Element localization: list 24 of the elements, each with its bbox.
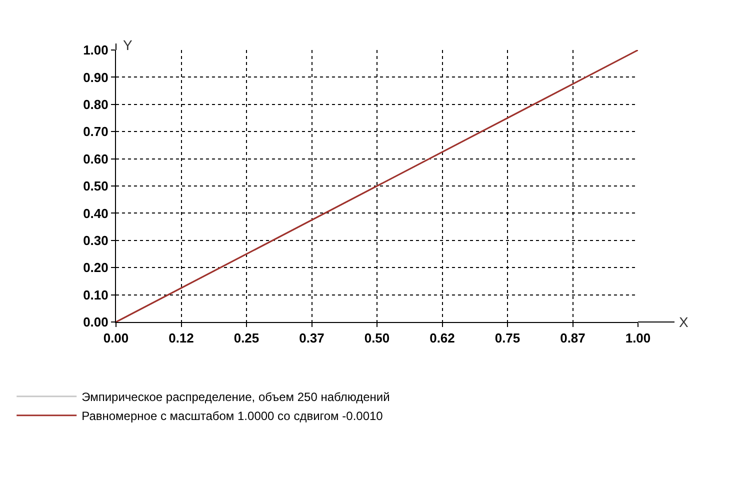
legend-label: Равномерное с масштабом 1.0000 со сдвигом -0.0010: [82, 409, 384, 424]
x-tick-label: 0.00: [103, 330, 129, 346]
x-tick-label: 0.87: [560, 330, 586, 346]
x-tick-label: 1.00: [625, 330, 651, 346]
y-tick-label: 1.00: [83, 42, 108, 58]
y-tick-label: 0.80: [83, 96, 108, 112]
x-tick-label: 0.12: [168, 330, 194, 346]
x-tick-label: 0.62: [430, 330, 455, 346]
y-tick-label: 0.90: [83, 70, 108, 85]
y-tick-label: 0.60: [83, 151, 108, 166]
y-tick-label: 0.70: [83, 124, 108, 140]
x-tick-label: 0.75: [494, 330, 520, 346]
y-tick-label: 0.50: [83, 178, 108, 194]
y-tick-label: 0.40: [83, 206, 108, 221]
x-tick-label: 0.50: [364, 330, 390, 346]
y-tick-label: 0.10: [83, 287, 108, 302]
legend-label: Эмпирическое распределение, объем 250 наблюдений: [82, 390, 390, 404]
y-tick-label: 0.30: [83, 232, 108, 248]
x-tick-label: 0.37: [299, 330, 324, 346]
x-axis-title: X: [679, 314, 689, 330]
x-tick-label: 0.25: [234, 330, 260, 346]
y-axis-title: Y: [123, 37, 133, 53]
y-tick-label: 0.20: [83, 260, 108, 276]
y-tick-label: 0.00: [83, 314, 108, 330]
